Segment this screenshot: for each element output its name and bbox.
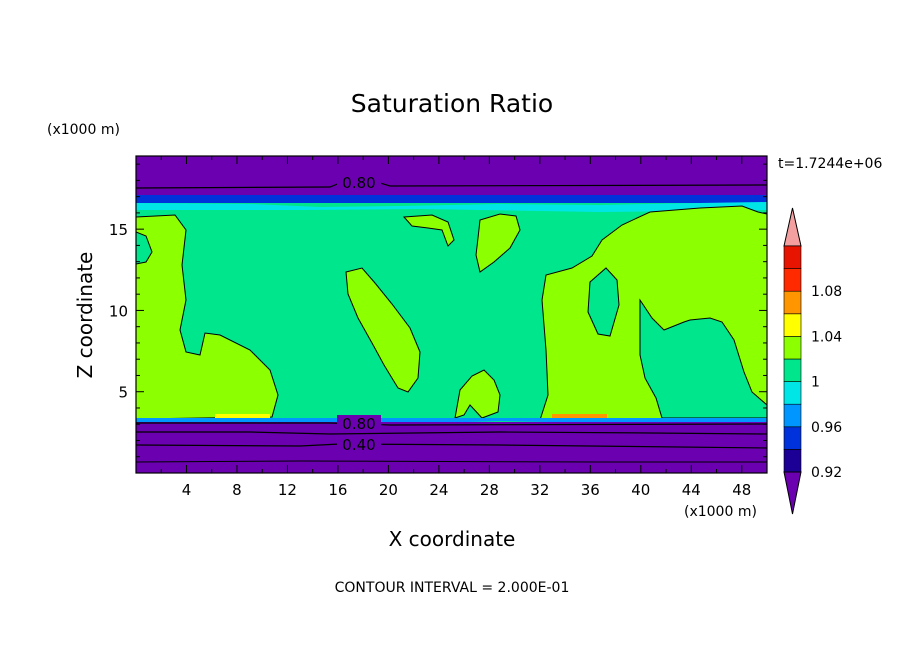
colorbar-segment xyxy=(783,245,802,269)
contour-line-lower-1 xyxy=(136,431,767,435)
plot-frame xyxy=(135,155,768,474)
warm-strip-right xyxy=(552,414,607,418)
plot-area: 0.80 0.80 0.40 xyxy=(135,155,768,474)
chart-title: Saturation Ratio xyxy=(351,89,553,118)
contour-line-lower-3 xyxy=(136,460,767,463)
colorbar-tick-label: 0.92 xyxy=(811,465,842,481)
saturated-region-center xyxy=(345,267,421,393)
contour-label-bg-lower xyxy=(337,436,381,453)
top-transition-band-1 xyxy=(136,195,767,203)
colorbar-segment xyxy=(783,403,802,428)
colorbar-tick-label: 0.96 xyxy=(811,420,842,436)
x-tick-label: 40 xyxy=(631,481,650,499)
x-axis-label: X coordinate xyxy=(389,527,516,551)
x-tick-label: 12 xyxy=(278,481,297,499)
x-unit-label: (x1000 m) xyxy=(684,504,757,520)
contour-label-base: 0.80 xyxy=(342,415,375,433)
contour-label-bg-top xyxy=(337,174,381,191)
colorbar-segment xyxy=(783,381,802,405)
colorbar-tick-label: 1.04 xyxy=(811,329,842,345)
colorbar-segment xyxy=(783,336,802,360)
subsaturated-pocket-right xyxy=(587,267,620,337)
bottom-dry-band xyxy=(136,422,767,473)
contour-label-bg-base xyxy=(337,415,381,431)
contour-label-lower: 0.40 xyxy=(342,436,375,454)
saturated-region-upper-center xyxy=(402,214,455,247)
x-axis-ticks: 4 8 12 16 20 24 28 32 36 40 44 48 xyxy=(160,156,751,499)
y-tick-label: 10 xyxy=(109,302,128,320)
y-unit-label: (x1000 m) xyxy=(47,122,120,138)
x-tick-label: 16 xyxy=(328,481,347,499)
y-axis-ticks: 5 10 15 xyxy=(109,163,767,458)
x-tick-label: 24 xyxy=(429,481,448,499)
x-tick-label: 20 xyxy=(379,481,398,499)
x-tick-label: 28 xyxy=(480,481,499,499)
time-label: t=1.7244e+06 xyxy=(778,156,882,172)
warm-strip-left xyxy=(215,414,270,418)
contour-label-top: 0.80 xyxy=(342,174,375,192)
saturated-region-upper-right xyxy=(475,213,521,273)
saturated-region-left xyxy=(136,214,279,420)
colorbar-segment xyxy=(783,358,802,382)
colorbar-segment xyxy=(783,449,802,473)
x-tick-label: 4 xyxy=(182,481,192,499)
colorbar-over-arrow xyxy=(783,207,802,247)
subsaturated-pocket-left xyxy=(136,231,153,265)
colorbar-segment xyxy=(783,426,802,450)
x-tick-label: 36 xyxy=(581,481,600,499)
colorbar: 0.92 0.96 1 1.04 1.08 xyxy=(783,207,842,515)
saturated-region-lower-center xyxy=(454,369,501,419)
colorbar-tick-label: 1.08 xyxy=(811,284,842,300)
x-tick-label: 32 xyxy=(530,481,549,499)
y-tick-label: 5 xyxy=(118,384,128,402)
colorbar-segment xyxy=(783,290,802,315)
y-tick-label: 15 xyxy=(109,221,128,239)
top-transition-band-2 xyxy=(136,202,767,212)
colorbar-under-arrow xyxy=(783,471,802,515)
x-tick-label: 8 xyxy=(232,481,242,499)
subsaturated-region-right xyxy=(639,298,767,419)
colorbar-segment xyxy=(783,268,802,292)
colorbar-segment xyxy=(783,313,802,337)
y-axis-label: Z coordinate xyxy=(73,252,97,379)
colorbar-tick-label: 1 xyxy=(811,375,820,391)
contour-interval-note: CONTOUR INTERVAL = 2.000E-01 xyxy=(335,580,570,596)
x-tick-label: 44 xyxy=(682,481,701,499)
x-tick-label: 48 xyxy=(732,481,751,499)
top-dry-band xyxy=(136,156,767,196)
